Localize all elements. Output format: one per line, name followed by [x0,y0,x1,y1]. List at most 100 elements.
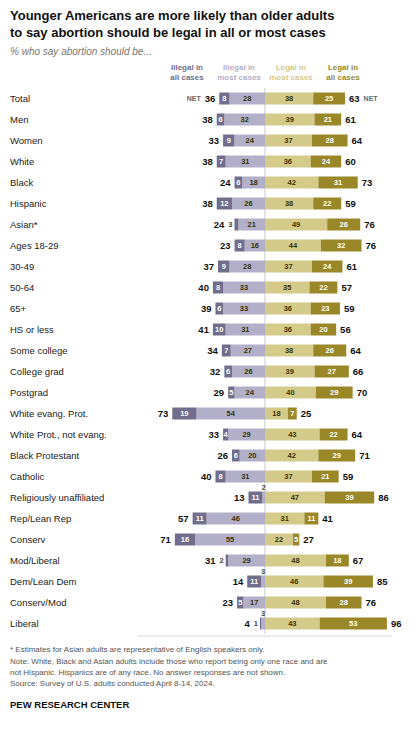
bar-segment [260,618,261,630]
net-value: 76 [366,240,377,251]
bar-segment [226,555,229,567]
bar-segment [320,429,348,441]
category-label: Religiously unaffiliated [10,492,104,503]
bar-segment [265,555,326,567]
bar-segment [293,534,299,546]
net-value: 64 [352,135,363,146]
bar-segment [265,534,293,546]
net-value: 33 [209,429,220,440]
net-value: 57 [341,282,352,293]
bar-segment [215,303,223,315]
net-value: 38 [202,198,213,209]
data-label: 5 [238,598,242,607]
bar-segment [311,303,340,315]
data-label: 22 [275,535,283,544]
data-label: 39 [286,367,294,376]
data-label: 21 [247,220,255,229]
data-label: 6 [234,451,238,460]
net-value: 64 [350,345,361,356]
net-value: 64 [352,429,363,440]
bar-segment [313,198,341,210]
data-label: 24 [246,136,255,145]
data-label: 27 [328,367,336,376]
bar-segment [213,282,223,294]
bar-segment [312,261,342,273]
data-label: 39 [345,493,353,502]
data-label: 26 [244,367,252,376]
net-label: NET [364,95,379,102]
data-label: 31 [241,157,249,166]
bar-segment [261,618,265,630]
bar-segment [175,534,195,546]
data-label: 16 [181,535,189,544]
bar-segment [217,198,232,210]
data-label: 32 [241,115,249,124]
data-label: 29 [333,451,341,460]
bar-segment [248,492,262,504]
bar-segment [265,429,320,441]
bar-segment [309,282,337,294]
data-label: 55 [226,535,234,544]
data-label: 18 [249,178,257,187]
data-label: 46 [290,577,298,586]
data-label: 24 [322,157,331,166]
category-label: Conserv [10,534,46,545]
bar-segment [315,114,342,126]
category-label: Black Protestant [10,450,80,461]
bar-segment [312,135,348,147]
bar-segment [265,240,321,252]
bar-segment [265,471,312,483]
bar-segment [223,429,228,441]
net-value: 40 [201,471,212,482]
net-value: 38 [202,114,213,125]
data-label: 46 [232,514,240,523]
net-value: 33 [209,135,220,146]
bar-segment [217,156,226,168]
net-value: 4 [244,618,250,629]
net-value: 59 [345,198,356,209]
bar-segment [226,471,265,483]
bar-segment [215,471,225,483]
bar-segment [318,177,357,189]
net-value: 73 [158,408,169,419]
data-label: 6 [217,304,221,313]
bar-segment [172,408,196,420]
category-label: Hispanic [10,198,47,209]
source: PEW RESEARCH CENTER [10,699,129,710]
data-label: 42 [287,451,295,460]
bar-segment [265,597,326,609]
category-label: Asian* [10,219,38,230]
data-label: 6 [236,178,240,187]
data-label: 33 [240,283,248,292]
bar-segment [235,135,265,147]
data-label: 5 [229,388,233,397]
bar-segment [265,450,318,462]
bar-segment [265,282,309,294]
data-label: 26 [244,199,252,208]
bar-segment [238,219,265,231]
bar-segment [311,324,336,336]
data-label: 37 [284,136,292,145]
bar-segment [325,492,375,504]
category-label: Some college [10,345,68,356]
data-label: 27 [244,346,252,355]
bar-segment [326,597,362,609]
category-label: Catholic [10,471,45,482]
bar-segment [265,513,304,525]
bar-segment [265,387,316,399]
data-label: 29 [242,430,250,439]
net-value: 14 [233,576,244,587]
bar-segment [223,303,265,315]
category-label: College grad [10,366,64,377]
legend-entry: Legal inall cases [326,63,360,82]
bar-segment [265,135,312,147]
net-value: 23 [222,597,233,608]
bar-segment [196,408,265,420]
data-label: 3 [261,610,265,617]
net-value: 26 [217,450,228,461]
data-label: 33 [240,304,248,313]
net-value: 67 [353,555,364,566]
data-label: 28 [340,598,348,607]
net-value: 40 [198,282,209,293]
bar-segment [232,198,265,210]
